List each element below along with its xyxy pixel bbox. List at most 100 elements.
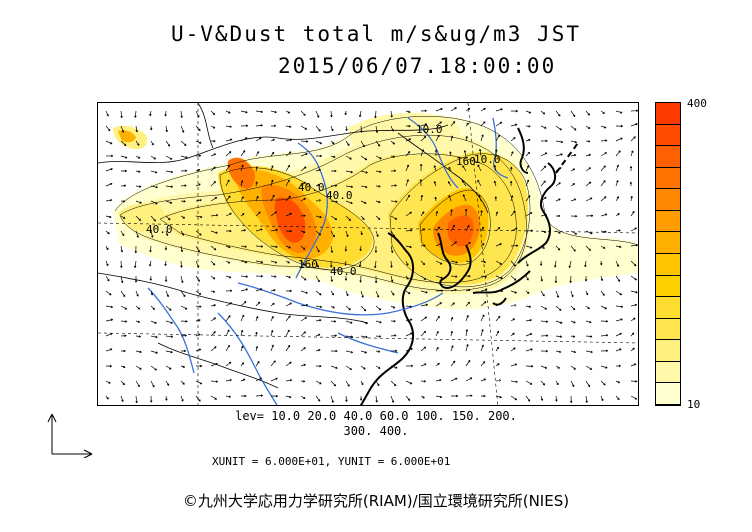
wind-arrow <box>149 395 153 403</box>
contour-label: 10.0 <box>416 123 443 136</box>
wind-arrow <box>315 290 322 296</box>
dust-map: 40.0 10.0 10.0 40.0 40.0 160 40.0 160 <box>97 102 639 406</box>
wind-arrow <box>134 110 137 118</box>
wind-arrow <box>555 214 561 218</box>
wind-arrow <box>435 107 443 112</box>
wind-arrow <box>390 305 396 309</box>
graticule <box>98 103 638 405</box>
wind-arrow <box>210 125 216 129</box>
wind-arrow <box>285 315 291 322</box>
wind-arrow <box>600 334 609 337</box>
wind-arrow <box>480 314 485 322</box>
wind-arrow <box>570 198 577 202</box>
wind-arrow <box>195 348 202 352</box>
wind-arrow <box>495 211 499 217</box>
wind-arrow <box>390 334 397 337</box>
wind-arrow <box>135 335 141 338</box>
wind-arrow <box>600 260 603 266</box>
wind-arrow <box>180 125 185 133</box>
wind-arrow <box>478 194 482 202</box>
wind-arrow <box>150 380 155 388</box>
wind-arrow <box>135 395 138 404</box>
wind-arrow <box>195 110 200 118</box>
wind-arrow <box>615 213 620 217</box>
wind-arrow <box>315 333 321 337</box>
wind-arrow <box>630 150 634 157</box>
colorbar-band <box>656 383 680 405</box>
wind-arrow <box>255 245 264 248</box>
wind-arrow <box>600 180 606 187</box>
wind-arrow <box>585 290 589 296</box>
wind-arrow <box>480 121 486 127</box>
wind-arrow <box>165 170 174 174</box>
wind-arrow <box>315 199 322 202</box>
wind-arrow <box>375 170 382 173</box>
wind-arrow <box>345 320 353 324</box>
wind-arrow <box>330 169 337 173</box>
wind-arrow <box>585 395 588 403</box>
wind-arrow <box>120 380 125 386</box>
wind-arrow <box>405 332 413 337</box>
wind-arrow <box>285 125 292 128</box>
wind-arrow <box>570 320 576 324</box>
wind-arrow <box>615 395 620 401</box>
wind-arrow <box>345 215 352 221</box>
wind-arrow <box>540 305 548 310</box>
wind-arrow <box>225 151 232 157</box>
wind-arrow <box>270 344 274 352</box>
wind-arrow <box>525 110 532 114</box>
wind-arrow <box>405 151 411 157</box>
wind-arrow <box>165 395 168 401</box>
wind-arrow <box>300 317 308 322</box>
wind-arrow <box>464 208 468 217</box>
wind-arrow <box>615 332 622 337</box>
contour-label: 40.0 <box>326 189 353 202</box>
wind-arrow <box>135 290 139 297</box>
wind-arrow <box>554 275 558 283</box>
wind-arrow <box>135 320 141 323</box>
wind-arrow <box>195 230 202 236</box>
wind-arrow <box>180 155 188 159</box>
wind-arrow <box>495 346 500 352</box>
wind-arrow <box>390 110 393 118</box>
wind-arrow <box>270 260 278 264</box>
wind-arrow <box>615 318 623 322</box>
wind-arrow <box>149 275 153 281</box>
wind-arrow <box>630 347 635 352</box>
wind-arrow <box>120 365 126 369</box>
wind-arrow <box>480 329 484 337</box>
wind-arrow <box>270 394 278 398</box>
wind-arrow <box>210 346 217 352</box>
wind-arrow <box>270 228 279 232</box>
wind-arrow <box>480 134 484 142</box>
wind-arrow <box>255 316 259 322</box>
wind-arrow <box>165 155 173 160</box>
wind-arrow <box>630 363 637 367</box>
wind-arrow <box>615 348 622 352</box>
wind-arrow <box>615 196 620 202</box>
wind-arrow <box>570 183 576 187</box>
wind-arrow <box>374 245 378 253</box>
colorbar-band <box>656 232 680 254</box>
wind-arrow <box>465 377 473 382</box>
wind-arrow <box>569 395 573 403</box>
wind-arrow <box>105 215 112 219</box>
wind-arrow <box>225 378 232 382</box>
wind-arrow <box>525 165 530 172</box>
wind-arrow <box>600 380 606 386</box>
contour-label: 160 <box>298 258 318 271</box>
wind-arrow <box>600 230 607 233</box>
wind-arrow <box>525 151 531 157</box>
wind-arrow <box>120 260 123 268</box>
wind-arrow <box>555 182 561 187</box>
wind-arrow <box>539 260 543 266</box>
wind-arrow <box>180 290 186 297</box>
wind-arrow <box>195 305 202 308</box>
levels-line1: lev= 10.0 20.0 40.0 60.0 100. 150. 200. <box>235 409 517 423</box>
wind-arrow <box>285 329 290 337</box>
wind-arrow <box>405 347 413 352</box>
wind-arrow <box>240 164 244 172</box>
wind-arrow <box>465 224 470 232</box>
wind-arrow <box>105 364 112 368</box>
wind-arrow <box>360 230 363 236</box>
